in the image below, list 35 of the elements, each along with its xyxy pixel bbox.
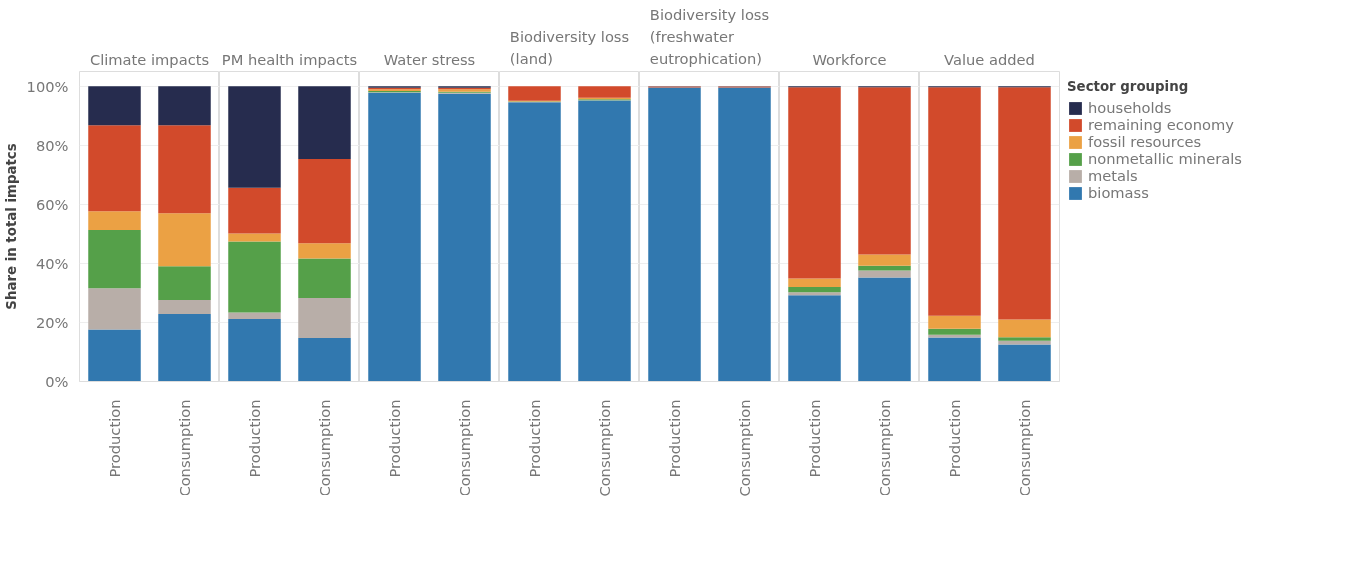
legend-label: fossil resources bbox=[1088, 133, 1202, 150]
x-tick-label: Consumption bbox=[736, 399, 753, 497]
y-tick-label: 60% bbox=[35, 195, 69, 213]
legend-label: biomass bbox=[1088, 184, 1149, 201]
x-tick-label: Production bbox=[386, 399, 403, 478]
x-tick-label: Consumption bbox=[876, 399, 893, 497]
chart-title: Biodiversity loss (land) bbox=[509, 28, 630, 68]
x-tick-label: Production bbox=[526, 399, 543, 478]
chart-title: PM health impacts bbox=[221, 50, 358, 68]
x-tick-label: Consumption bbox=[176, 399, 193, 497]
x-tick-label: Consumption bbox=[316, 399, 333, 497]
y-tick-label: 80% bbox=[35, 136, 69, 154]
chart-title: Value added bbox=[944, 50, 1035, 68]
chart-title: Climate impacts bbox=[89, 50, 210, 68]
chart-title: Water stress bbox=[383, 50, 476, 68]
y-tick-label: 100% bbox=[26, 77, 69, 95]
x-tick-label: Consumption bbox=[456, 399, 473, 497]
x-tick-label: Production bbox=[806, 399, 823, 478]
legend-label: metals bbox=[1088, 167, 1138, 184]
x-tick-label: Consumption bbox=[596, 399, 613, 497]
legend-label: nonmetallic minerals bbox=[1088, 150, 1242, 167]
y-tick-label: 40% bbox=[35, 254, 69, 272]
legend-label: households bbox=[1088, 99, 1172, 116]
x-tick-label: Production bbox=[666, 399, 683, 478]
legend-label: remaining economy bbox=[1088, 116, 1234, 133]
x-tick-label: Production bbox=[106, 399, 123, 478]
x-tick-label: Production bbox=[246, 399, 263, 478]
chart-title: Workforce bbox=[812, 50, 887, 68]
y-axis-title: Share in total impatcs bbox=[3, 143, 19, 310]
x-tick-label: Production bbox=[946, 399, 963, 478]
legend-title: Sector grouping bbox=[1067, 79, 1190, 94]
chart-title: Biodiversity loss (freshwater eutrophication) bbox=[649, 6, 770, 68]
y-tick-label: 20% bbox=[35, 313, 69, 331]
y-tick-label: 0% bbox=[45, 373, 69, 390]
x-tick-label: Consumption bbox=[1016, 399, 1033, 497]
